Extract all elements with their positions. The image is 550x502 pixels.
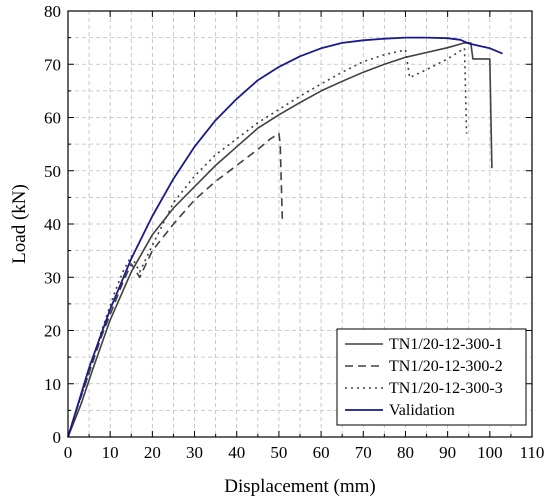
y-tick-label: 50: [44, 162, 61, 181]
y-tick-label: 0: [53, 428, 62, 447]
x-tick-label: 90: [439, 443, 456, 462]
x-tick-label: 20: [144, 443, 161, 462]
series-line-4: [67, 36, 503, 438]
x-tick-label: 10: [102, 443, 119, 462]
y-tick-label: 10: [44, 375, 61, 394]
legend-box: [336, 328, 527, 426]
x-tick-label: 100: [477, 443, 503, 462]
legend: TN1/20-12-300-1 TN1/20-12-300-2 TN1/20-12-…: [336, 328, 527, 426]
x-tick-label: 110: [520, 443, 545, 462]
y-tick-label: 30: [44, 268, 61, 287]
x-tick-label: 0: [64, 443, 73, 462]
y-axis-title: Load (kN): [9, 184, 30, 264]
x-tick-label: 30: [186, 443, 203, 462]
y-tick-label: 20: [44, 322, 61, 341]
series-line-1: [67, 42, 493, 438]
legend-label: TN1/20-12-300-3: [389, 380, 503, 397]
x-tick-label: 60: [313, 443, 330, 462]
legend-label: Validation: [389, 402, 455, 419]
x-axis-title: Displacement (mm): [224, 476, 375, 497]
series-line-2: [67, 132, 284, 438]
legend-label: TN1/20-12-300-2: [389, 358, 503, 375]
y-tick-label: 60: [44, 109, 61, 128]
x-tick-label: 50: [270, 443, 287, 462]
series-line-3: [67, 47, 468, 438]
y-tick-label: 80: [44, 2, 61, 21]
y-tick-label: 70: [44, 55, 61, 74]
x-tick-label: 80: [397, 443, 414, 462]
series-lines: [67, 36, 503, 438]
axis-ticks: 0 10 20 30 40 50 60 70 80 90 100 110 0 10 20 30 40 50 60 70…: [44, 2, 544, 462]
x-tick-label: 40: [228, 443, 245, 462]
grid: [68, 11, 532, 437]
legend-label: TN1/20-12-300-1: [389, 336, 503, 353]
y-tick-label: 40: [44, 215, 61, 234]
x-tick-label: 70: [355, 443, 372, 462]
